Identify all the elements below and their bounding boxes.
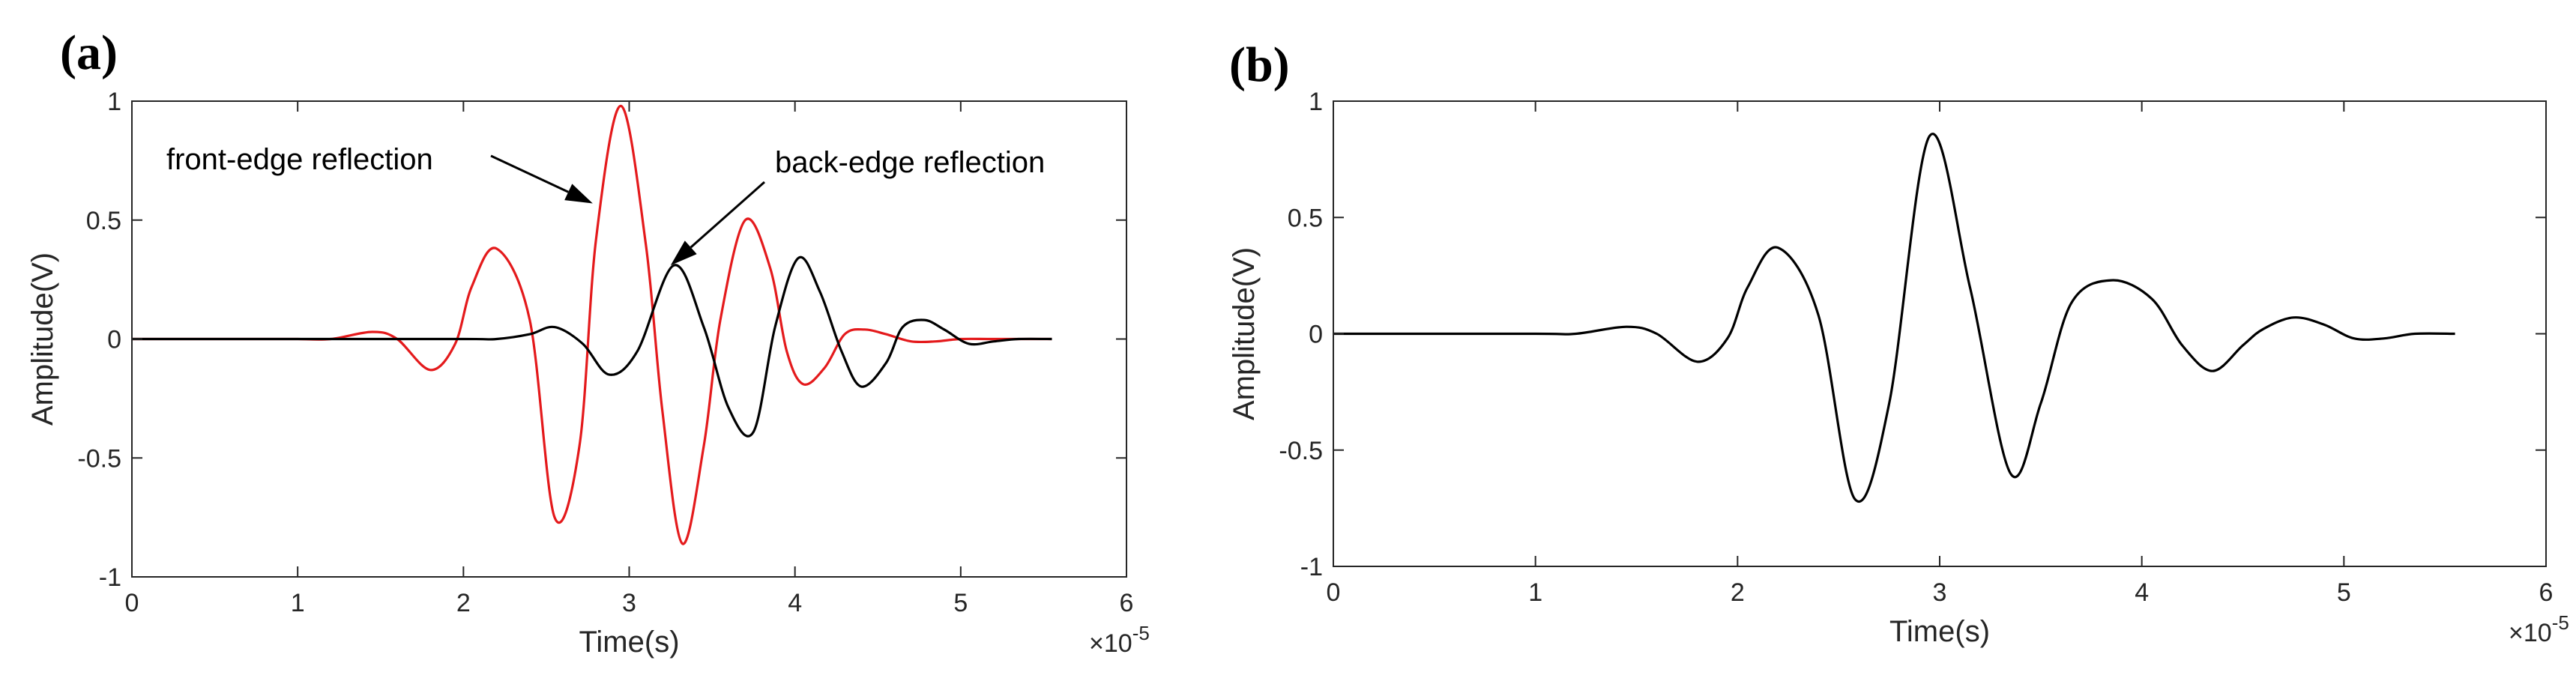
panel-b-y-tick-label: 0.5 — [1288, 204, 1323, 232]
panel-a-x-exponent: ×10-5 — [1089, 622, 1150, 658]
panel-b-x-axis-label: Time(s) — [1889, 615, 1990, 648]
panel-a-x-axis-label: Time(s) — [579, 626, 679, 659]
panel-b-x-exponent-power: -5 — [2552, 611, 2569, 634]
panel-b-y-tick-label: -1 — [1300, 553, 1323, 581]
panel-a-series-1-line — [132, 255, 1052, 438]
panel-a-y-tick-label: 0.5 — [86, 207, 121, 235]
panel-a-annotations: front-edge reflection back-edge reflecti… — [166, 143, 1045, 266]
panel-a-y-tick-label: -1 — [99, 563, 121, 592]
panel-a-x-tick-label: 2 — [456, 589, 471, 617]
panel-b-x-tick-label: 6 — [2539, 578, 2554, 607]
front-edge-arrow-line — [490, 154, 569, 193]
panel-b-label: (b) — [1229, 37, 1290, 92]
panel-a-y-axis-label: Amplitude(V) — [26, 252, 59, 426]
panel-b-y-tick-label: 1 — [1309, 88, 1323, 116]
panel-b-x-tick-label: 3 — [1933, 578, 1947, 607]
panel-a-x-tick-label: 1 — [291, 589, 305, 617]
panel-b-x-tick-label: 1 — [1528, 578, 1542, 607]
panel-a-series-0-line — [132, 104, 1052, 545]
panel-a-y-tick-label: 0 — [107, 326, 121, 354]
panel-b-x-exponent: ×10-5 — [2509, 611, 2569, 647]
panel-a-x-tick-label: 5 — [953, 589, 968, 617]
panel-b-series-0-line — [1333, 133, 2455, 503]
panel-a-x-exponent-base: ×10 — [1089, 629, 1132, 658]
back-edge-annotation-label: back-edge reflection — [775, 146, 1045, 179]
panel-a-y-tick-label: -0.5 — [77, 444, 121, 473]
panel-a-y-tick-label: 1 — [107, 88, 121, 116]
panel-a-x-tick-label: 6 — [1120, 589, 1134, 617]
panel-a-x-tick-label: 0 — [125, 589, 139, 617]
panel-b: (b) 0 1 2 3 4 5 6 -1 -0.5 0 0.5 1 Time(s) Amplitude… — [1228, 37, 2569, 648]
panel-a: (a) 0 1 2 3 4 5 6 -1 -0.5 0 0.5 1 Time(s) Amplitude… — [26, 25, 1150, 659]
back-edge-arrow-line — [690, 181, 765, 249]
front-edge-annotation-label: front-edge reflection — [166, 143, 433, 176]
panel-b-x-tick-label: 5 — [2337, 578, 2351, 607]
panel-a-ticks: 0 1 2 3 4 5 6 -1 -0.5 0 0.5 1 — [77, 88, 1133, 617]
panel-b-x-tick-label: 4 — [2135, 578, 2149, 607]
front-edge-arrow-head — [564, 184, 593, 204]
panel-b-x-tick-label: 2 — [1731, 578, 1745, 607]
panel-b-ticks: 0 1 2 3 4 5 6 -1 -0.5 0 0.5 1 — [1279, 88, 2553, 607]
panel-b-y-tick-label: 0 — [1309, 321, 1323, 349]
panel-a-x-tick-label: 3 — [622, 589, 636, 617]
panel-b-x-exponent-base: ×10 — [2509, 619, 2552, 647]
panel-a-x-exponent-power: -5 — [1132, 622, 1150, 644]
panel-b-y-tick-label: -0.5 — [1279, 437, 1323, 465]
panel-a-label: (a) — [60, 25, 118, 80]
panel-a-x-tick-label: 4 — [788, 589, 802, 617]
back-edge-arrow-head — [670, 240, 697, 266]
panel-b-x-tick-label: 0 — [1327, 578, 1341, 607]
panel-b-y-axis-label: Amplitude(V) — [1228, 247, 1261, 420]
